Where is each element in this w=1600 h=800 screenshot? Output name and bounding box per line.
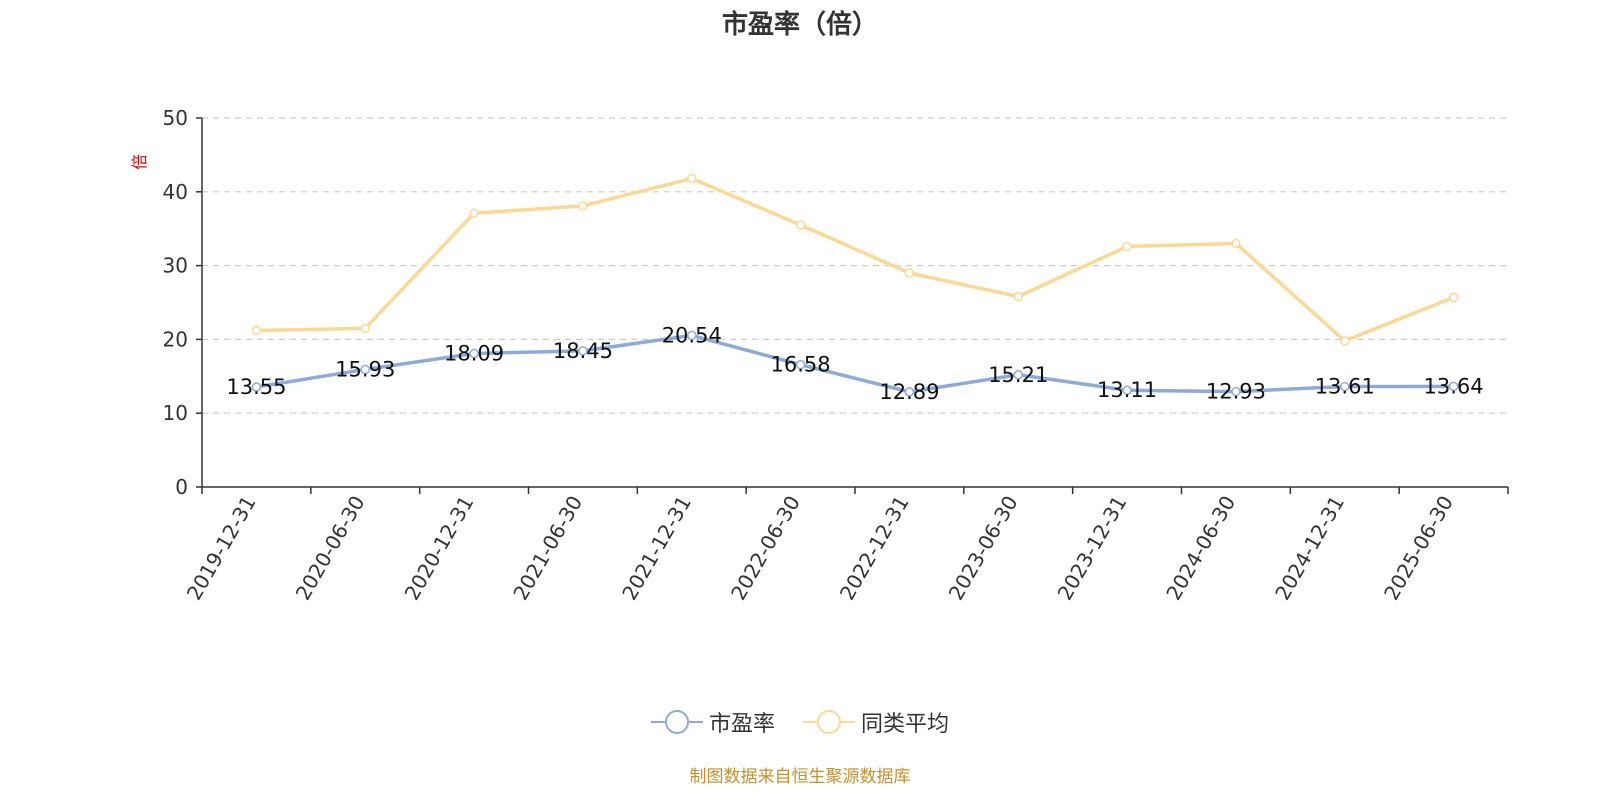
data-point-series1	[360, 364, 370, 375]
data-point-series2	[687, 173, 697, 184]
data-point-series2	[578, 201, 588, 211]
series-line-2	[256, 176, 1455, 343]
data-label: 12.89	[879, 380, 939, 404]
x-tick-label: 2020-06-30	[291, 492, 370, 605]
x-tick-label: 2023-06-30	[944, 492, 1023, 605]
data-point-series1	[1448, 381, 1459, 392]
series-line-1	[256, 333, 1454, 394]
data-label: 18.09	[444, 341, 504, 365]
data-point-series1	[1231, 386, 1241, 397]
data-point-series1	[687, 330, 697, 341]
legend-item-series1[interactable]: 市盈率	[650, 706, 775, 738]
y-tick-label: 10	[163, 401, 188, 425]
data-label: 13.55	[226, 375, 286, 399]
data-point-series2	[904, 268, 915, 278]
data-point-series2	[1122, 241, 1132, 252]
data-label: 16.58	[771, 353, 831, 377]
data-point-series2	[795, 220, 806, 230]
x-tick-label: 2022-12-31	[835, 492, 914, 605]
data-label: 20.54	[662, 323, 722, 347]
legend-symbol-series2	[803, 708, 855, 736]
x-tick-label: 2022-06-30	[726, 492, 805, 605]
x-tick-label: 2019-12-31	[182, 492, 261, 605]
data-point-series2	[360, 323, 370, 334]
data-point-series1	[469, 348, 479, 359]
data-label: 13.11	[1097, 378, 1157, 402]
chart-title: 市盈率（倍）	[721, 10, 878, 40]
data-point-series2	[1013, 291, 1023, 302]
y-tick-label: 30	[163, 254, 188, 278]
x-tick-label: 2020-12-31	[400, 492, 479, 605]
data-point-series1	[1122, 385, 1132, 395]
data-label: 13.61	[1315, 375, 1375, 399]
y-tick-label: 20	[163, 327, 188, 351]
x-tick-label: 2023-12-31	[1053, 492, 1132, 605]
data-label: 18.45	[553, 339, 613, 363]
source-footer: 制图数据来自恒生聚源数据库	[689, 767, 911, 787]
x-tick-label: 2024-12-31	[1270, 492, 1349, 605]
data-label: 12.93	[1206, 380, 1266, 404]
y-tick-label: 50	[163, 106, 188, 130]
data-point-series1	[578, 346, 588, 356]
x-tick-label: 2025-06-30	[1379, 492, 1458, 605]
data-point-series2	[1448, 292, 1459, 303]
data-point-series2	[1231, 238, 1241, 249]
data-label: 15.21	[988, 363, 1048, 387]
x-tick-label: 2024-06-30	[1161, 492, 1240, 605]
data-point-series1	[1340, 381, 1350, 392]
legend-item-series2[interactable]: 同类平均	[803, 706, 949, 738]
legend-label-series1: 市盈率	[708, 712, 775, 737]
legend: 市盈率 同类平均	[0, 706, 1600, 738]
line-chart: 0 10 20 30 40 50 2019-12-31 2020-06-30 2020-12-3…	[163, 106, 1509, 605]
x-tick-label: 2021-12-31	[617, 492, 696, 605]
data-label: 13.64	[1424, 374, 1484, 398]
data-point-series2	[1340, 336, 1350, 346]
legend-symbol-series1	[650, 708, 703, 736]
y-tick-label: 0	[175, 475, 188, 499]
data-point-series1	[251, 382, 262, 392]
data-point-series1	[1013, 370, 1023, 380]
data-point-series1	[904, 387, 915, 397]
y-tick-label: 40	[163, 180, 188, 204]
data-label: 15.93	[335, 357, 395, 381]
data-point-series1	[795, 359, 806, 370]
data-point-series2	[469, 208, 479, 218]
data-point-series2	[251, 325, 262, 336]
legend-label-series2: 同类平均	[861, 712, 950, 737]
x-tick-label: 2021-06-30	[508, 492, 587, 605]
